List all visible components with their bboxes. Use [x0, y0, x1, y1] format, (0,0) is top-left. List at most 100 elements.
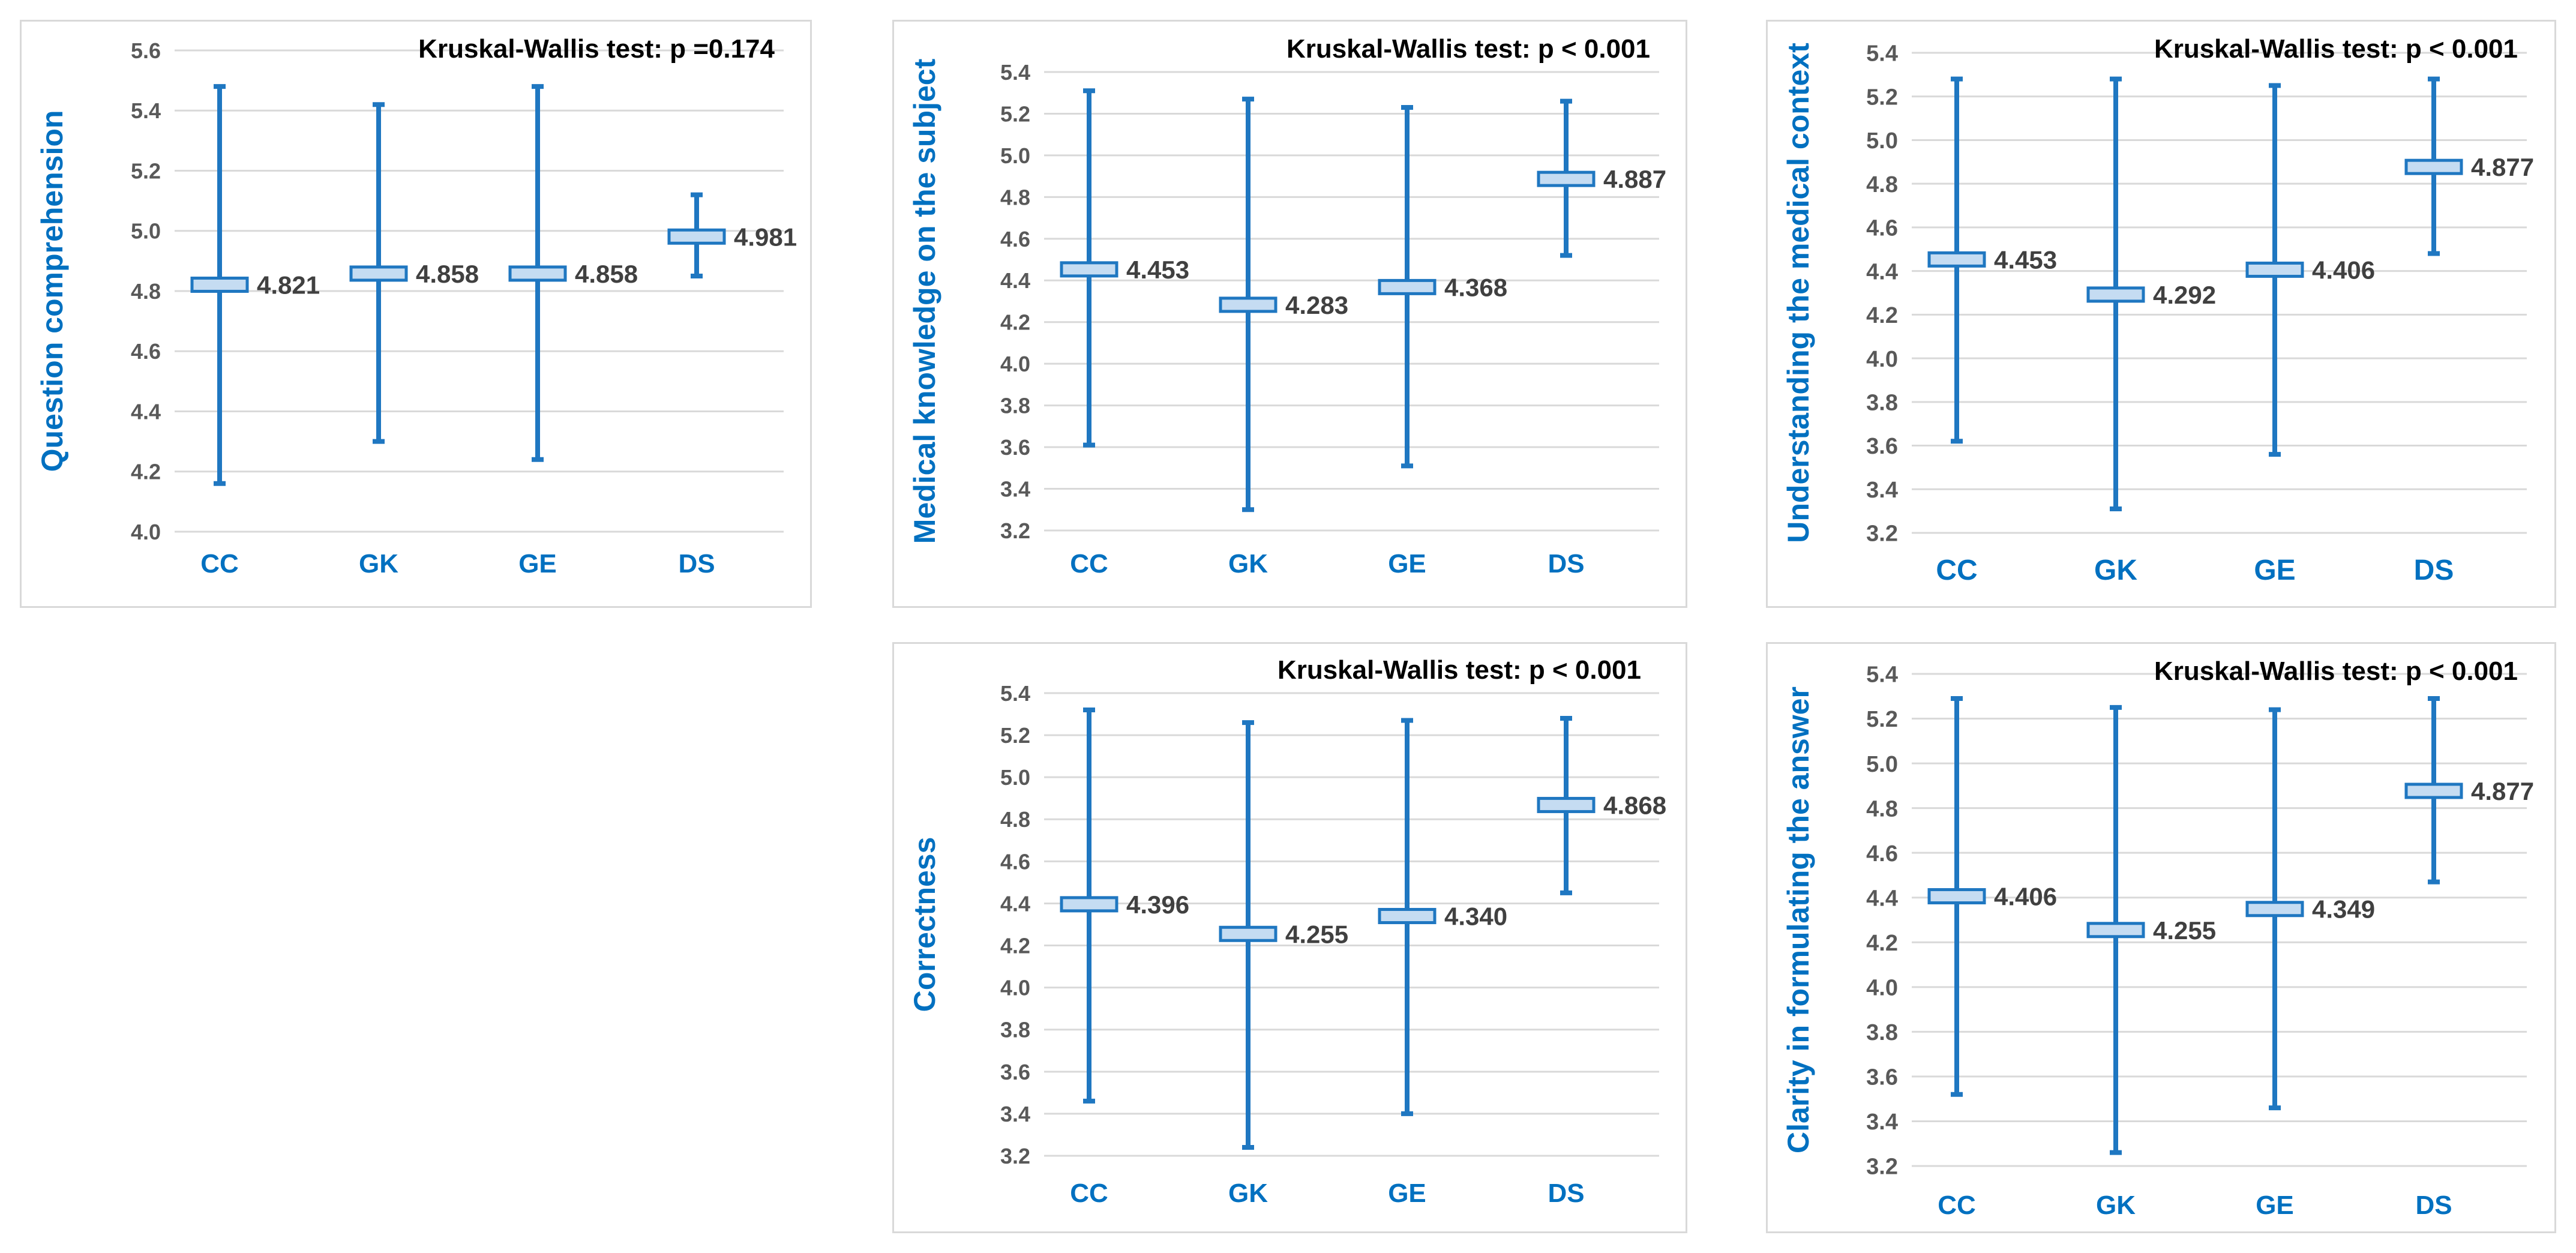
- y-tick-label: 4.4: [1000, 268, 1030, 293]
- chart-panel-correctness: 3.2 3.4 3.6 3.8 4.0 4.2 4.4 4.6 4.8 5.0 5.2 5.4 Corr…: [892, 642, 1687, 1233]
- chart-panel-clarity: 3.2 3.4 3.6 3.8 4.0 4.2 4.4 4.6 4.8 5.0 5.2 5.4 Clar…: [1766, 642, 2556, 1233]
- y-tick-label: 5.6: [131, 38, 161, 63]
- y-tick-label: 4.6: [1000, 849, 1030, 874]
- mean-marker: [508, 265, 567, 282]
- y-tick-label: 4.2: [1866, 303, 1898, 328]
- kruskal-wallis-annotation: Kruskal-Wallis test: p < 0.001: [1286, 34, 1650, 64]
- y-tick-label: 4.0: [1000, 976, 1030, 1000]
- y-tick-label: 5.2: [1866, 707, 1898, 732]
- mean-marker: [190, 276, 249, 293]
- y-tick-label: 4.6: [1000, 227, 1030, 251]
- y-tick-label: 3.6: [1000, 435, 1030, 460]
- mean-marker: [1219, 925, 1277, 942]
- y-axis-label: Question comprehension: [35, 110, 69, 472]
- y-tick-label: 5.2: [1866, 85, 1898, 110]
- y-tick-label: 3.6: [1866, 1065, 1898, 1090]
- category-label: GE: [1388, 549, 1426, 578]
- y-tick-label: 3.8: [1000, 1018, 1030, 1042]
- mean-marker: [1378, 278, 1437, 295]
- y-tick-label: 5.0: [1000, 143, 1030, 168]
- mean-value-label: 4.877: [2471, 777, 2534, 805]
- y-tick-label: 5.4: [131, 98, 161, 123]
- y-tick-label: 5.0: [131, 219, 161, 244]
- y-axis-label: Understanding the medical context: [1782, 43, 1815, 543]
- y-tick-label: 4.8: [1000, 807, 1030, 832]
- y-tick-label: 3.6: [1866, 434, 1898, 459]
- mean-value-label: 4.453: [1994, 245, 2057, 274]
- mean-value-label: 4.349: [2312, 895, 2375, 924]
- kruskal-wallis-annotation: Kruskal-Wallis test: p < 0.001: [2154, 34, 2518, 64]
- y-tick-label: 3.2: [1866, 521, 1898, 547]
- category-label: GE: [1388, 1179, 1426, 1208]
- chart-svg: 3.2 3.4 3.6 3.8 4.0 4.2 4.4 4.6 4.8 5.0 5.2 5.4 Corr…: [908, 655, 1666, 1208]
- y-tick-label: 4.2: [131, 460, 161, 484]
- mean-value-label: 4.396: [1126, 891, 1189, 919]
- mean-value-label: 4.858: [575, 260, 638, 288]
- chart-svg: 3.2 3.4 3.6 3.8 4.0 4.2 4.4 4.6 4.8 5.0 5.2 5.4 Medi…: [908, 34, 1666, 578]
- y-tick-label: 5.4: [1000, 60, 1030, 85]
- y-tick-label: 3.2: [1000, 1144, 1030, 1168]
- category-label: GE: [2254, 554, 2295, 586]
- y-tick-label: 3.4: [1866, 478, 1898, 503]
- mean-value-label: 4.255: [1285, 920, 1348, 948]
- mean-value-label: 4.877: [2471, 153, 2534, 181]
- y-tick-label: 5.0: [1866, 128, 1898, 154]
- y-tick-label: 5.4: [1866, 41, 1898, 67]
- y-tick-label: 4.0: [131, 520, 161, 544]
- mean-marker: [1060, 896, 1118, 913]
- y-tick-label: 3.8: [1866, 1020, 1898, 1045]
- y-tick-label: 4.2: [1000, 310, 1030, 335]
- kruskal-wallis-annotation: Kruskal-Wallis test: p < 0.001: [1277, 655, 1641, 685]
- chart-svg: 3.2 3.4 3.6 3.8 4.0 4.2 4.4 4.6 4.8 5.0 5.2 5.4 Unde…: [1782, 34, 2534, 586]
- mean-marker: [1378, 907, 1437, 924]
- y-tick-label: 5.0: [1866, 752, 1898, 777]
- mean-value-label: 4.368: [1444, 273, 1507, 301]
- category-label: CC: [1070, 549, 1108, 578]
- y-tick-label: 4.4: [1000, 891, 1030, 916]
- mean-marker: [2404, 158, 2463, 175]
- mean-marker: [1537, 796, 1596, 813]
- mean-value-label: 4.821: [257, 271, 320, 299]
- mean-marker: [1219, 296, 1277, 313]
- mean-marker: [349, 265, 408, 282]
- y-tick-label: 5.2: [131, 158, 161, 183]
- y-tick-label: 5.2: [1000, 101, 1030, 126]
- y-tick-label: 4.4: [1866, 886, 1898, 911]
- category-label: GK: [2096, 1191, 2136, 1220]
- y-tick-label: 4.6: [1866, 841, 1898, 867]
- category-label: DS: [1548, 549, 1584, 578]
- y-tick-label: 4.0: [1866, 975, 1898, 1000]
- mean-value-label: 4.868: [1603, 791, 1666, 819]
- y-tick-label: 4.0: [1000, 352, 1030, 376]
- chart-svg: 3.2 3.4 3.6 3.8 4.0 4.2 4.4 4.6 4.8 5.0 5.2 5.4 Clar…: [1782, 657, 2534, 1220]
- y-axis-label: Clarity in formulating the answer: [1782, 687, 1815, 1153]
- category-label: GK: [1228, 1179, 1268, 1208]
- y-tick-label: 5.0: [1000, 765, 1030, 790]
- y-tick-label: 4.8: [131, 279, 161, 304]
- mean-value-label: 4.406: [2312, 256, 2375, 284]
- chart-panel-understanding-context: 3.2 3.4 3.6 3.8 4.0 4.2 4.4 4.6 4.8 5.0 5.2 5.4 Unde…: [1766, 20, 2556, 608]
- category-label: GE: [2256, 1191, 2294, 1220]
- category-label: GK: [2094, 554, 2137, 586]
- mean-value-label: 4.283: [1285, 291, 1348, 319]
- y-tick-label: 4.0: [1866, 347, 1898, 372]
- y-tick-label: 5.4: [1000, 681, 1030, 706]
- mean-marker: [2245, 901, 2304, 918]
- mean-marker: [1927, 888, 1986, 904]
- mean-marker: [2404, 783, 2463, 799]
- y-tick-label: 3.2: [1000, 518, 1030, 543]
- kruskal-wallis-annotation: Kruskal-Wallis test: p =0.174: [418, 34, 775, 64]
- mean-value-label: 4.340: [1444, 902, 1507, 930]
- y-tick-label: 4.6: [131, 339, 161, 364]
- mean-marker: [1537, 170, 1596, 187]
- mean-value-label: 4.887: [1603, 165, 1666, 193]
- y-tick-label: 4.6: [1866, 216, 1898, 241]
- mean-marker: [667, 228, 726, 245]
- y-axis-label: Correctness: [908, 837, 941, 1012]
- category-label: CC: [1938, 1191, 1976, 1220]
- category-label: GK: [359, 549, 398, 578]
- y-tick-label: 4.8: [1866, 796, 1898, 822]
- mean-value-label: 4.858: [416, 260, 479, 288]
- y-tick-label: 3.8: [1000, 394, 1030, 418]
- chart-svg: 4.0 4.2 4.4 4.6 4.8 5.0 5.2 5.4 5.6 Question comp…: [35, 34, 797, 578]
